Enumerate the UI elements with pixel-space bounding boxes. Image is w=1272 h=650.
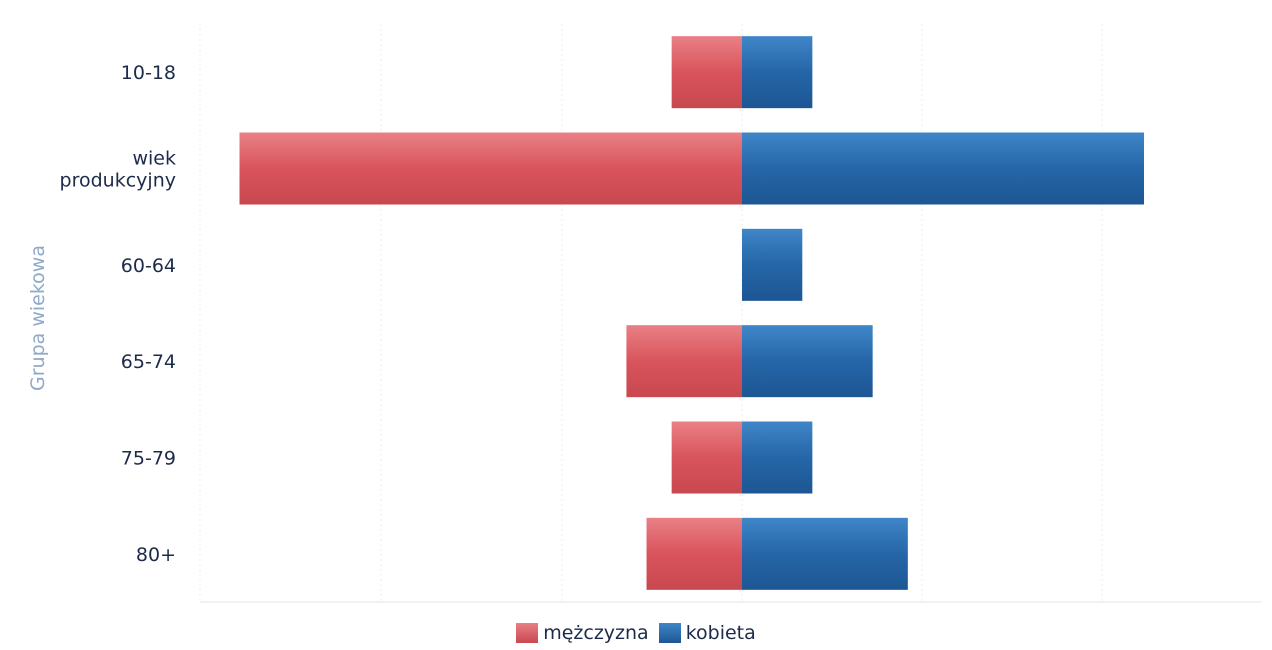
legend: mężczyzna kobieta [0,622,1272,644]
y-axis-title: Grupa wiekowa [27,245,49,391]
bar-kobieta-2 [742,228,803,301]
bar-kobieta-5 [742,517,908,590]
bar-kobieta-4 [742,421,813,494]
bar-kobieta-1 [742,132,1144,205]
legend-label-mezczyzna: mężczyzna [543,622,649,644]
bar-kobieta-0 [742,36,813,109]
bar-mezczyzna-4 [671,421,742,494]
legend-label-kobieta: kobieta [685,622,756,644]
legend-swatch-kobieta [658,623,681,643]
category-label-4: 75-79 [121,448,176,470]
category-label-3: 65-74 [121,351,176,373]
category-label-0: 10-18 [121,62,176,84]
legend-item-mezczyzna[interactable]: mężczyzna [516,622,649,644]
bar-mezczyzna-1 [239,132,742,205]
legend-swatch-mezczyzna [516,623,539,643]
bar-mezczyzna-0 [671,36,742,109]
bar-mezczyzna-3 [626,325,742,398]
bar-kobieta-3 [742,325,873,398]
chart-plot: 10-18 wiek produkcyjny 60-64 65-74 75-79 80+ G… [27,24,1262,603]
legend-item-kobieta[interactable]: kobieta [658,622,756,644]
bar-mezczyzna-5 [646,517,742,590]
category-label-1: wiek produkcyjny [60,148,176,192]
category-label-5: 80+ [136,544,176,566]
category-label-2: 60-64 [121,255,176,277]
